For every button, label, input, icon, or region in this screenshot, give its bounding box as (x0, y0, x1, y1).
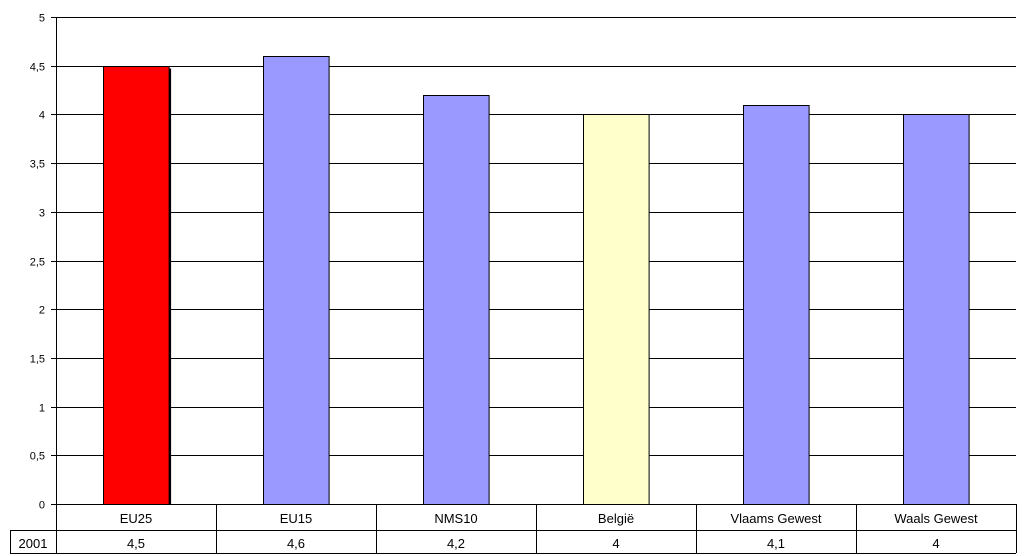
value-label: 4 (612, 536, 619, 551)
y-tick-label: 3 (39, 208, 45, 220)
y-tick-label: 3,5 (30, 159, 45, 171)
y-tick-label: 2 (39, 305, 45, 317)
y-axis: 0 0,5 1 1,5 2 2,5 3 3,5 4 4,5 5 (30, 13, 57, 512)
bar (423, 95, 490, 505)
y-tick-label: 2,5 (30, 257, 45, 269)
y-tick-label: 0,5 (30, 451, 45, 463)
data-table-series-label: 2001 (19, 536, 48, 551)
category-label: EU15 (280, 511, 313, 526)
y-tick-label: 1 (39, 403, 45, 415)
data-table: 2001 EU25 4,5 EU15 4,6 NMS10 4,2 België 4 Vlaams… (10, 504, 1017, 554)
bar (743, 105, 810, 505)
category-label: Waals Gewest (894, 511, 978, 526)
bar (903, 114, 970, 505)
y-tick-label: 4,5 (30, 62, 45, 74)
bar (583, 114, 650, 505)
category-label: Vlaams Gewest (730, 511, 821, 526)
category-label: NMS10 (434, 511, 477, 526)
value-label: 4,6 (287, 536, 305, 551)
bars (103, 56, 970, 505)
value-label: 4 (932, 536, 939, 551)
y-tick-label: 1,5 (30, 354, 45, 366)
bar (103, 66, 170, 505)
y-tick-label: 5 (39, 13, 45, 25)
category-label: EU25 (120, 511, 153, 526)
y-tick-label: 4 (39, 110, 45, 122)
value-label: 4,2 (447, 536, 465, 551)
value-label: 4,5 (127, 536, 145, 551)
y-tick-label: 0 (39, 500, 45, 512)
bar (263, 56, 330, 505)
value-label: 4,1 (767, 536, 785, 551)
category-label: België (598, 511, 634, 526)
gridlines (56, 17, 1016, 456)
